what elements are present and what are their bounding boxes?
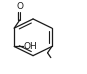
Text: O: O: [17, 2, 24, 11]
Text: OH: OH: [23, 42, 37, 51]
